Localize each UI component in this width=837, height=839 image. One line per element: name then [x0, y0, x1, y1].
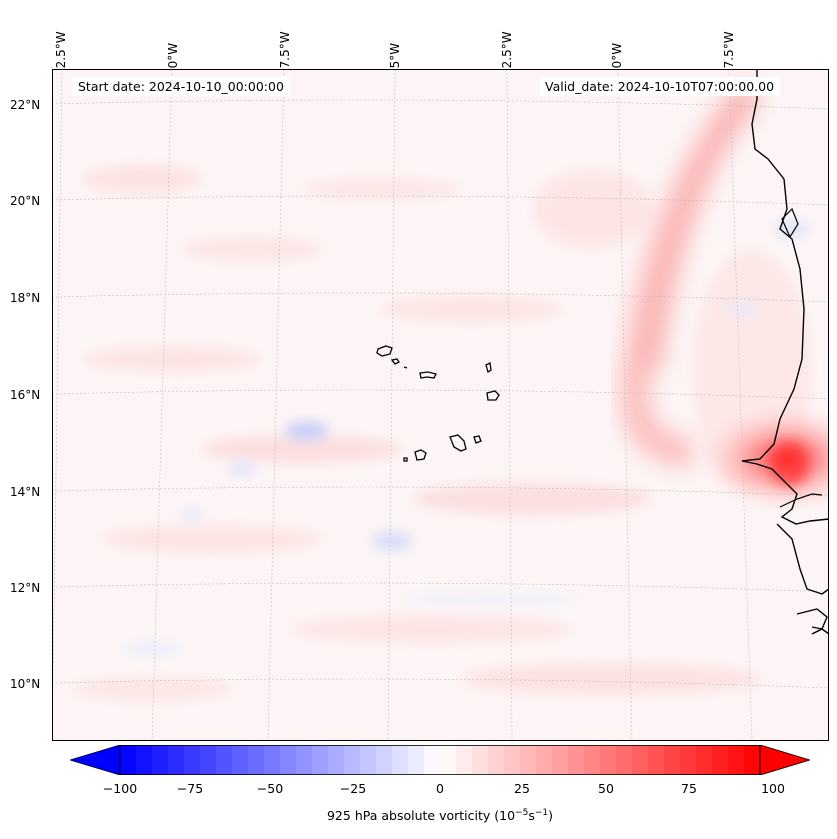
colorbar-cells: [120, 745, 761, 775]
colorbar-cell: [152, 745, 169, 775]
colorbar-cell: [184, 745, 201, 775]
colorbar-tick: 75: [681, 781, 697, 796]
map-frame: [52, 69, 829, 741]
canary-coast-feature: [781, 207, 799, 239]
colorbar-cell: [600, 745, 617, 775]
colorbar-cell: [264, 745, 281, 775]
colorbar-cell: [392, 745, 409, 775]
colorbar-cell: [232, 745, 249, 775]
colorbar-label-mid: s: [528, 808, 535, 824]
colorbar-cell: [520, 745, 537, 775]
colorbar-cell: [488, 745, 505, 775]
lat-label-12n: 12°N: [10, 581, 41, 595]
colorbar-cell: [680, 745, 697, 775]
lat-label-18n: 18°N: [10, 291, 41, 305]
colorbar-cell: [408, 745, 425, 775]
colorbar-cell: [328, 745, 345, 775]
colorbar-tick: −75: [176, 781, 204, 796]
colorbar-cell: [616, 745, 633, 775]
colorbar-cell: [632, 745, 649, 775]
lat-label-16n: 16°N: [10, 388, 41, 402]
colorbar-cell: [568, 745, 585, 775]
valid-date-label: Valid_date: 2024-10-10T07:00:00.00: [539, 77, 781, 96]
colorbar-cell: [584, 745, 601, 775]
colorbar-cell: [648, 745, 665, 775]
colorbar-tick: 0: [436, 781, 444, 796]
vorticity-hotspot: [697, 404, 829, 514]
colorbar-label-exp2: −1: [534, 808, 549, 818]
africa-coastline-south: [776, 523, 829, 635]
colorbar-cell: [136, 745, 153, 775]
africa-coastline: [741, 69, 829, 525]
colorbar-cell: [216, 745, 233, 775]
colorbar-tick: −50: [256, 781, 284, 796]
coastal-vorticity-band: [620, 79, 763, 468]
colorbar-tick: 25: [514, 781, 530, 796]
colorbar-label-end: ): [548, 808, 553, 824]
colorbar-cell: [664, 745, 681, 775]
graticule: [52, 69, 829, 741]
colorbar-tick: −100: [102, 781, 138, 796]
colorbar-label-exp1: −5: [515, 808, 529, 818]
colorbar-cell: [456, 745, 473, 775]
colorbar-extend-left: [70, 745, 121, 775]
colorbar-cell: [168, 745, 185, 775]
colorbar-extend-right: [759, 745, 810, 775]
colorbar-cell: [744, 745, 761, 775]
cape-verde-islands: [376, 345, 500, 462]
lat-label-22n: 22°N: [10, 98, 41, 112]
colorbar-label: 925 hPa absolute vorticity (10−5s−1): [0, 808, 837, 823]
colorbar-cell: [504, 745, 521, 775]
colorbar-cell: [728, 745, 745, 775]
colorbar-tick: 50: [598, 781, 614, 796]
colorbar-tick: 100: [761, 781, 785, 796]
start-date-label: Start date: 2024-10-10_00:00:00: [72, 77, 290, 96]
colorbar-cell: [312, 745, 329, 775]
vorticity-hotspot-core: [772, 442, 808, 486]
lat-label-10n: 10°N: [10, 677, 41, 691]
colorbar-cell: [360, 745, 377, 775]
colorbar-cell: [424, 745, 441, 775]
colorbar-cell: [248, 745, 265, 775]
colorbar-cell: [120, 745, 137, 775]
gambia-river: [779, 493, 823, 508]
colorbar-frame: [119, 745, 761, 775]
colorbar-cell: [536, 745, 553, 775]
colorbar-cell: [280, 745, 297, 775]
colorbar: [70, 745, 810, 775]
lat-label-14n: 14°N: [10, 485, 41, 499]
colorbar-cell: [376, 745, 393, 775]
colorbar-cell: [712, 745, 729, 775]
colorbar-label-main: 925 hPa absolute vorticity (10: [326, 808, 516, 824]
colorbar-tick: −25: [339, 781, 367, 796]
colorbar-cell: [344, 745, 361, 775]
colorbar-cell: [696, 745, 713, 775]
colorbar-cell: [472, 745, 489, 775]
lat-label-20n: 20°N: [10, 194, 41, 208]
colorbar-cell: [552, 745, 569, 775]
colorbar-cell: [200, 745, 217, 775]
colorbar-cell: [440, 745, 457, 775]
colorbar-cell: [296, 745, 313, 775]
negative-vorticity-patches: [122, 221, 810, 655]
vorticity-map: [52, 69, 829, 741]
